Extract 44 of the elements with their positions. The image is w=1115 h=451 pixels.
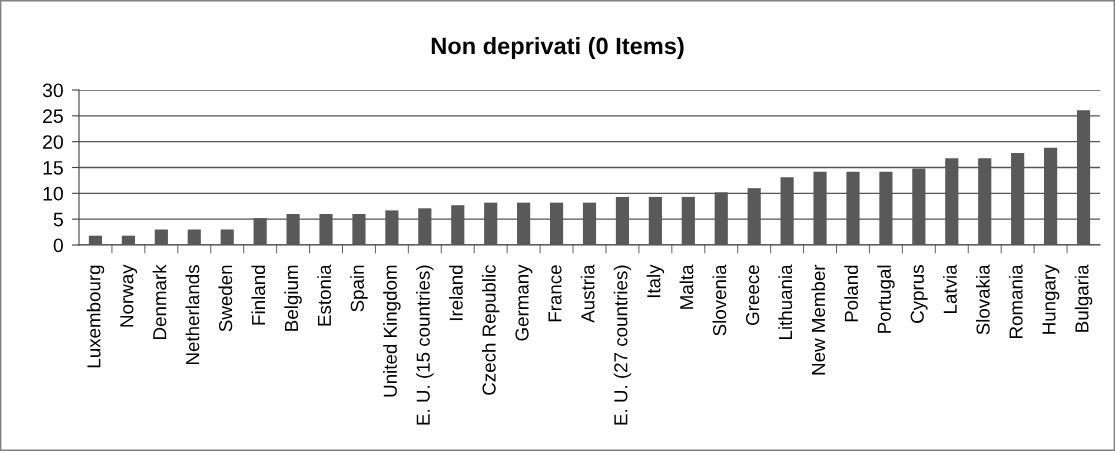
- x-tick-label: Slovakia: [975, 264, 990, 335]
- y-tick-label: 0: [53, 238, 63, 253]
- x-tick-label: Sweden: [218, 265, 233, 332]
- x-tick-label: E. U. (27 countries): [613, 265, 632, 425]
- y-tick-label: 30: [42, 83, 63, 98]
- x-tick-label: Hungary: [1042, 264, 1060, 334]
- bar: [88, 235, 103, 245]
- y-tick-label: 10: [43, 186, 63, 201]
- chart-title: Non deprivati (0 Items): [431, 37, 684, 59]
- x-tick-label: Malta: [679, 264, 694, 309]
- x-tick-label: Ireland: [449, 265, 463, 321]
- x-tick-label: Romania: [1008, 264, 1023, 338]
- y-tick-label: 25: [43, 109, 63, 124]
- x-tick-label: Austria: [580, 264, 595, 323]
- bar: [187, 229, 201, 245]
- y-tick-label: 15: [43, 161, 63, 175]
- x-tick-label: Germany: [515, 264, 533, 341]
- x-tick-label: Bulgaria: [1074, 264, 1093, 332]
- x-tick-label: Cyprus: [910, 265, 928, 323]
- x-tick-label: Poland: [844, 265, 859, 322]
- x-tick-label: E. U. (15 countries): [416, 265, 434, 425]
- x-tick-label: United Kingdom: [383, 265, 401, 397]
- bar: [154, 229, 168, 245]
- x-tick-label: Italy: [646, 264, 665, 298]
- x-tick-label: Czech Republic: [481, 264, 500, 395]
- x-tick-label: Spain: [350, 265, 368, 312]
- bar: [220, 229, 234, 245]
- x-tick-label: Estonia: [317, 264, 332, 326]
- x-tick-label: Portugal: [877, 265, 895, 333]
- x-tick-label: Lithuania: [778, 264, 793, 340]
- x-tick-label: Netherlands: [185, 265, 200, 364]
- bar: [121, 235, 135, 245]
- x-tick-label: Latvia: [943, 264, 957, 313]
- x-tick-label: Greece: [745, 265, 760, 325]
- y-tick-label: 5: [53, 212, 63, 227]
- x-tick-label: Finland: [251, 265, 266, 325]
- y-tick-label: 20: [43, 135, 63, 149]
- x-tick-label: Slovenia: [712, 264, 727, 336]
- x-tick-label: France: [548, 265, 562, 322]
- x-tick-label: Belgium: [284, 265, 302, 331]
- x-tick-label: Norway: [120, 264, 138, 327]
- x-tick-label: New Member: [811, 264, 826, 375]
- x-tick-label: Denmark: [152, 264, 167, 339]
- x-tick-label: Luxembourg: [86, 265, 105, 368]
